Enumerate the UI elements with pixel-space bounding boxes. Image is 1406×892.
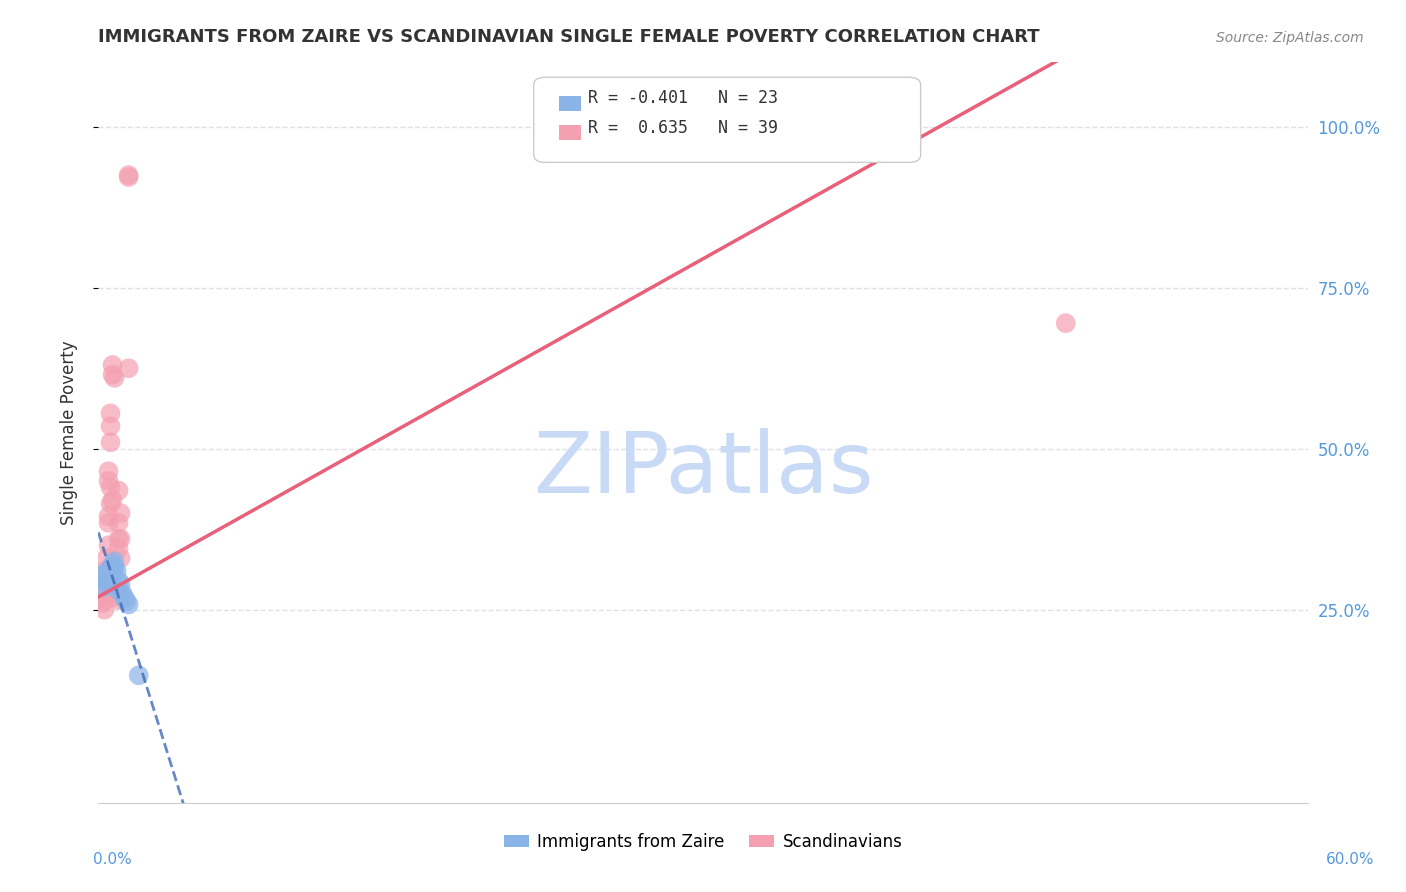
- Scandinavians: [97, 509, 120, 524]
- Immigrants from Zaire: [96, 567, 118, 582]
- Text: IMMIGRANTS FROM ZAIRE VS SCANDINAVIAN SINGLE FEMALE POVERTY CORRELATION CHART: IMMIGRANTS FROM ZAIRE VS SCANDINAVIAN SI…: [98, 28, 1040, 45]
- Scandinavians: [96, 590, 118, 604]
- Scandinavians: [101, 358, 124, 372]
- Scandinavians: [93, 593, 115, 607]
- Scandinavians: [96, 574, 118, 588]
- Scandinavians: [100, 480, 122, 494]
- Immigrants from Zaire: [114, 591, 136, 605]
- Text: R = -0.401   N = 23: R = -0.401 N = 23: [588, 89, 778, 107]
- Scandinavians: [118, 168, 141, 182]
- Immigrants from Zaire: [105, 564, 128, 578]
- Immigrants from Zaire: [107, 574, 129, 588]
- Scandinavians: [118, 361, 141, 376]
- Text: Source: ZipAtlas.com: Source: ZipAtlas.com: [1216, 31, 1364, 45]
- FancyBboxPatch shape: [534, 78, 921, 162]
- Y-axis label: Single Female Poverty: Single Female Poverty: [59, 341, 77, 524]
- Immigrants from Zaire: [101, 564, 124, 578]
- Scandinavians: [93, 564, 115, 578]
- Immigrants from Zaire: [91, 567, 114, 582]
- Scandinavians: [97, 538, 120, 552]
- Scandinavians: [100, 406, 122, 420]
- Scandinavians: [107, 532, 129, 546]
- Scandinavians: [93, 602, 115, 616]
- Scandinavians: [96, 567, 118, 582]
- Immigrants from Zaire: [118, 598, 141, 612]
- Scandinavians: [93, 574, 115, 588]
- Immigrants from Zaire: [101, 558, 124, 572]
- Text: R =  0.635   N = 39: R = 0.635 N = 39: [588, 119, 778, 136]
- Scandinavians: [101, 368, 124, 382]
- Immigrants from Zaire: [100, 574, 122, 588]
- Text: ZIPatlas: ZIPatlas: [533, 428, 873, 511]
- Immigrants from Zaire: [97, 570, 120, 584]
- Scandinavians: [97, 464, 120, 478]
- Immigrants from Zaire: [128, 668, 150, 682]
- Immigrants from Zaire: [103, 561, 125, 575]
- Scandinavians: [107, 593, 129, 607]
- Scandinavians: [110, 532, 132, 546]
- Immigrants from Zaire: [111, 586, 134, 600]
- Scandinavians: [118, 169, 141, 184]
- Scandinavians: [101, 590, 124, 604]
- Scandinavians: [110, 551, 132, 566]
- Scandinavians: [100, 496, 122, 510]
- Immigrants from Zaire: [93, 574, 115, 588]
- Scandinavians: [110, 506, 132, 520]
- Immigrants from Zaire: [97, 577, 120, 591]
- Scandinavians: [101, 493, 124, 508]
- Bar: [560, 126, 581, 140]
- Scandinavians: [107, 516, 129, 530]
- Scandinavians: [100, 419, 122, 434]
- Immigrants from Zaire: [100, 561, 122, 575]
- Scandinavians: [97, 474, 120, 488]
- Scandinavians: [103, 371, 125, 385]
- Text: 60.0%: 60.0%: [1326, 852, 1374, 867]
- Immigrants from Zaire: [100, 567, 122, 582]
- Immigrants from Zaire: [96, 574, 118, 588]
- Scandinavians: [100, 435, 122, 450]
- Scandinavians: [107, 541, 129, 556]
- Text: 0.0%: 0.0%: [93, 852, 132, 867]
- Immigrants from Zaire: [103, 554, 125, 568]
- Scandinavians: [91, 596, 114, 610]
- Scandinavians: [97, 516, 120, 530]
- Scandinavians: [96, 583, 118, 598]
- Scandinavians: [1054, 316, 1077, 330]
- Scandinavians: [96, 551, 118, 566]
- Immigrants from Zaire: [115, 594, 138, 608]
- Bar: [560, 95, 581, 111]
- Immigrants from Zaire: [107, 583, 129, 598]
- Immigrants from Zaire: [110, 577, 132, 591]
- Scandinavians: [91, 574, 114, 588]
- Immigrants from Zaire: [93, 580, 115, 594]
- Scandinavians: [107, 483, 129, 498]
- Scandinavians: [91, 586, 114, 600]
- Legend: Immigrants from Zaire, Scandinavians: Immigrants from Zaire, Scandinavians: [496, 826, 910, 857]
